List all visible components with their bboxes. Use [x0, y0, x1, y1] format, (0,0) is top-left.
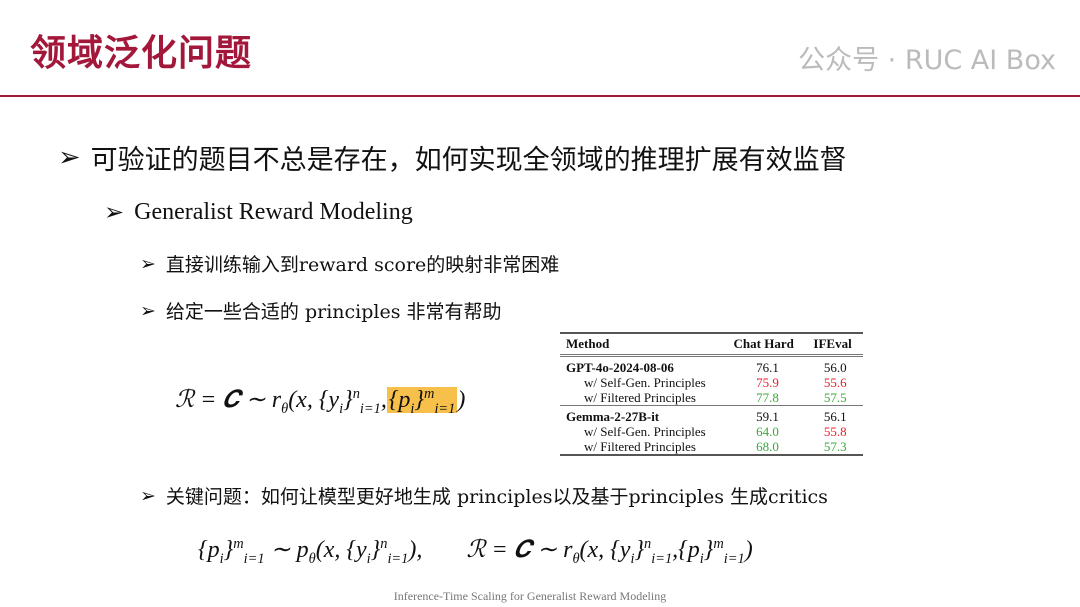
- cell-ifeval: 56.0: [823, 360, 847, 375]
- cell-method: w/ Self-Gen. Principles: [584, 375, 706, 390]
- bullet-text: 关键问题：如何让模型更好地生成 principles以及基于principles…: [165, 486, 828, 508]
- bullet-text: Generalist Reward Modeling: [134, 198, 413, 225]
- cell-ifeval: 55.6: [823, 375, 847, 390]
- cell-chat: 59.1: [727, 405, 808, 424]
- table-row: w/ Filtered Principles 68.0 57.3: [560, 439, 863, 455]
- table-row: w/ Filtered Principles 77.8 57.5: [560, 390, 863, 406]
- arrow-bullet-icon: ➢: [140, 299, 156, 322]
- arrow-bullet-icon: ➢: [140, 252, 156, 275]
- cell-ifeval: 56.1: [807, 405, 863, 424]
- footer: Inference-Time Scaling for Generalist Re…: [393, 589, 667, 603]
- table-row: w/ Self-Gen. Principles 64.0 55.8: [560, 424, 863, 439]
- table-row: GPT-4o-2024-08-06 76.1 56.0: [560, 356, 863, 376]
- arrow-bullet-icon: ➢: [104, 198, 125, 226]
- cell-ifeval: 57.3: [823, 439, 847, 454]
- arrow-bullet-icon: ➢: [140, 484, 156, 507]
- table-row: Gemma-2-27B-it 59.1 56.1: [560, 405, 863, 424]
- bullet-3: ➢ 直接训练输入到reward score的映射非常困难: [140, 250, 559, 277]
- bullet-1: ➢ 可验证的题目不总是存在，如何实现全领域的推理扩展有效监督: [58, 138, 847, 177]
- bullet-text: 给定一些合适的 principles 非常有帮助: [165, 301, 502, 323]
- cell-method: GPT-4o-2024-08-06: [566, 360, 674, 375]
- cell-chat: 68.0: [756, 439, 779, 454]
- cell-ifeval: 55.8: [823, 424, 847, 439]
- results-table: Method Chat Hard IFEval GPT-4o-2024-08-0…: [560, 332, 863, 456]
- principles-highlight: {pi}mi=1: [386, 386, 458, 417]
- cell-ifeval: 57.5: [823, 390, 847, 405]
- watermark: 公众号 · RUC AI Box: [798, 45, 1056, 76]
- bullet-2: ➢ Generalist Reward Modeling: [104, 198, 413, 226]
- cell-method: w/ Self-Gen. Principles: [584, 424, 706, 439]
- cell-chat: 76.1: [756, 360, 779, 375]
- cell-chat: 64.0: [756, 424, 779, 439]
- bullet-4: ➢ 给定一些合适的 principles 非常有帮助: [140, 297, 502, 324]
- header-method: Method: [560, 333, 728, 357]
- bullet-5: ➢ 关键问题：如何让模型更好地生成 principles以及基于principle…: [140, 482, 828, 509]
- table-row: w/ Self-Gen. Principles 75.9 55.6: [560, 375, 863, 390]
- cell-method: Gemma-2-27B-it: [560, 405, 728, 424]
- header-chat-hard: Chat Hard: [727, 333, 808, 357]
- slide-title: 领域泛化问题: [30, 33, 253, 74]
- cell-method: w/ Filtered Principles: [584, 390, 696, 405]
- formula-principles: {pi}mi=1 ∼ pθ(x, {yi}ni=1),: [198, 536, 423, 567]
- formula-critic: ℛ = 𝑪 ∼ rθ(x, {yi}ni=1,{pi}mi=1): [466, 536, 753, 567]
- header-ifeval: IFEval: [807, 333, 863, 357]
- cell-method: w/ Filtered Principles: [584, 439, 696, 454]
- formula-reward: ℛ = 𝑪 ∼ rθ(x, {yi}ni=1,{pi}mi=1): [175, 386, 466, 417]
- bullet-text: 可验证的题目不总是存在，如何实现全领域的推理扩展有效监督: [90, 145, 847, 176]
- arrow-bullet-icon: ➢: [58, 142, 81, 173]
- cell-chat: 75.9: [756, 375, 779, 390]
- bullet-text: 直接训练输入到reward score的映射非常困难: [165, 254, 560, 276]
- title-divider: [0, 95, 1080, 97]
- cell-chat: 77.8: [756, 390, 779, 405]
- formula-row: {pi}mi=1 ∼ pθ(x, {yi}ni=1), ℛ = 𝑪 ∼ rθ(x…: [198, 535, 753, 568]
